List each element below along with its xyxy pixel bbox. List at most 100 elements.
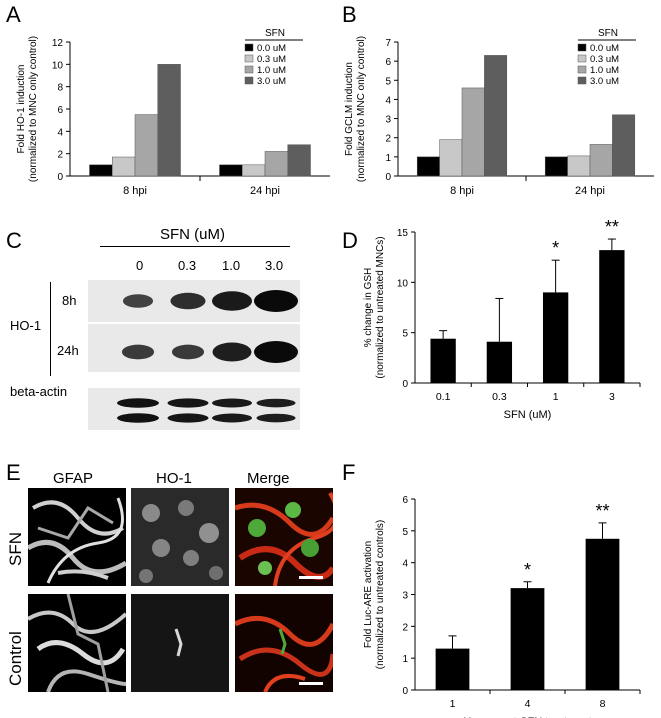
- chart-D-ylabel-2: (normalized to untreated MNCs): [375, 236, 386, 378]
- micrograph-control-merge: [235, 594, 333, 692]
- chart-B-ytick-label: 2: [385, 134, 391, 145]
- chart-D-bar: [542, 292, 569, 383]
- chart-B-ytick-label: 4: [385, 95, 391, 106]
- ho1-group-bracket: [50, 282, 51, 376]
- chart-B-legend-label: 1.0 uM: [590, 65, 619, 76]
- blot-title: SFN (uM): [160, 226, 225, 243]
- chart-B-category-label: 8 hpi: [450, 185, 474, 197]
- chart-F-ylabel: Fold Luc-ARE activation: [363, 541, 374, 648]
- chart-D-category-label: 3: [609, 391, 615, 403]
- chart-F-bar: [435, 648, 470, 690]
- panel-letter-a: A: [6, 2, 21, 27]
- scale-bar: [299, 576, 323, 579]
- chart-A-legend-swatch: [244, 76, 254, 85]
- blot-band: [167, 413, 209, 423]
- chart-B-ytick-label: 1: [385, 153, 391, 164]
- chart-B-ytick-label: 3: [385, 115, 391, 126]
- chart-F-category-label: 4: [525, 698, 531, 710]
- row-label-actin: beta-actin: [10, 384, 68, 399]
- chart-A-bar: [157, 64, 181, 177]
- chart-F-bar: [585, 538, 620, 690]
- chart-F-category-label: 1: [450, 698, 456, 710]
- chart-A-legend-swatch: [244, 54, 254, 63]
- panel-letter-f: F: [342, 460, 356, 485]
- blot-band: [211, 291, 253, 311]
- chart-A-ytick-label: 12: [52, 38, 64, 49]
- chart-A-ylabel-2: (normalized to MNC only control): [28, 36, 39, 182]
- blot-title-rule: [100, 246, 290, 247]
- micrograph-sfn-merge: [235, 488, 333, 586]
- chart-F-ytick-label: 1: [402, 654, 408, 665]
- micro-row-label-control: Control: [6, 631, 25, 686]
- chart-B-ylabel: Fold GCLM induction: [344, 62, 355, 156]
- chart-D-bar: [430, 338, 456, 383]
- chart-A-legend-label: 0.0 uM: [257, 43, 286, 54]
- chart-B-ytick-label: 6: [385, 57, 391, 68]
- micro-col-label-merge: Merge: [247, 470, 290, 487]
- chart-D-category-label: 1: [553, 391, 559, 403]
- scale-bar: [299, 682, 323, 685]
- chart-D-xlabel: SFN (uM): [504, 409, 552, 421]
- chart-A-category-label: 8 hpi: [123, 185, 147, 197]
- chart-A-ytick-label: 8: [57, 83, 63, 94]
- chart-F-ylabel-2: (normalized to untreated controls): [375, 520, 386, 670]
- chart-B-legend-label: 3.0 uM: [590, 76, 619, 87]
- chart-B-ylabel-2: (normalized to MNC only control): [356, 36, 367, 182]
- chart-B-legend-swatch: [577, 54, 587, 63]
- chart-D-bar: [486, 341, 513, 383]
- blot-dose-label: 0.3: [178, 258, 197, 273]
- chart-D-significance-label: **: [605, 217, 619, 237]
- chart-D-significance-label: *: [552, 238, 559, 258]
- chart-D-category-label: 0.1: [436, 391, 451, 403]
- blot-band: [256, 413, 296, 423]
- blot-band: [116, 413, 160, 423]
- chart-B-legend-label: 0.0 uM: [590, 43, 619, 54]
- chart-F-significance-label: **: [595, 501, 609, 521]
- micro-row-label-sfn: SFN: [6, 532, 25, 566]
- chart-F-ytick-label: 4: [402, 559, 408, 570]
- chart-A-ytick-label: 4: [57, 127, 63, 138]
- chart-D-bar: [599, 250, 625, 383]
- chart-B-legend-swatch: [577, 65, 587, 74]
- micrograph-sfn-ho1: [131, 488, 229, 586]
- row-label-24h: 24h: [57, 343, 79, 358]
- chart-F-significance-label: *: [524, 560, 531, 580]
- chart-A-bar: [287, 144, 311, 177]
- blot-band: [116, 398, 160, 408]
- blot-band: [256, 398, 296, 408]
- blot-band: [212, 342, 252, 362]
- blot-dose-label: 0: [136, 258, 144, 273]
- chart-B-bar: [484, 55, 508, 177]
- chart-B-legend-swatch: [577, 43, 587, 52]
- chart-B-legend-swatch: [577, 76, 587, 85]
- blot-band: [211, 398, 253, 408]
- panel-letter-c: C: [6, 228, 22, 253]
- ho1-group-label: HO-1: [10, 318, 42, 333]
- chart-F-xlabel: Hours post-SFN treatment: [463, 716, 591, 718]
- blot-band: [167, 398, 209, 408]
- chart-A-legend-swatch: [244, 43, 254, 52]
- blot-dose-label: 1.0: [222, 258, 241, 273]
- panel-letter-d: D: [342, 228, 358, 253]
- chart-F-bar: [510, 588, 545, 690]
- micro-col-label-ho1: HO-1: [156, 470, 192, 487]
- blot-band: [211, 413, 253, 423]
- blot-band: [171, 344, 205, 360]
- micrograph-control-gfap: [28, 594, 126, 692]
- blot-band: [170, 292, 206, 310]
- chart-F-ytick-label: 5: [402, 527, 408, 538]
- panel-letter-e: E: [6, 460, 21, 485]
- micrograph-control-ho1: [131, 594, 229, 692]
- chart-B-ytick-label: 0: [385, 172, 391, 183]
- chart-A-category-label: 24 hpi: [250, 185, 280, 197]
- chart-D-ytick-label: 5: [402, 329, 408, 340]
- blot-band: [254, 290, 298, 312]
- micrograph-sfn-gfap: [28, 488, 126, 586]
- chart-F-ytick-label: 3: [402, 591, 408, 602]
- chart-A-ytick-label: 0: [57, 172, 63, 183]
- blot-band: [121, 344, 155, 360]
- chart-D-ytick-label: 15: [397, 228, 409, 239]
- chart-F-ytick-label: 6: [402, 495, 408, 506]
